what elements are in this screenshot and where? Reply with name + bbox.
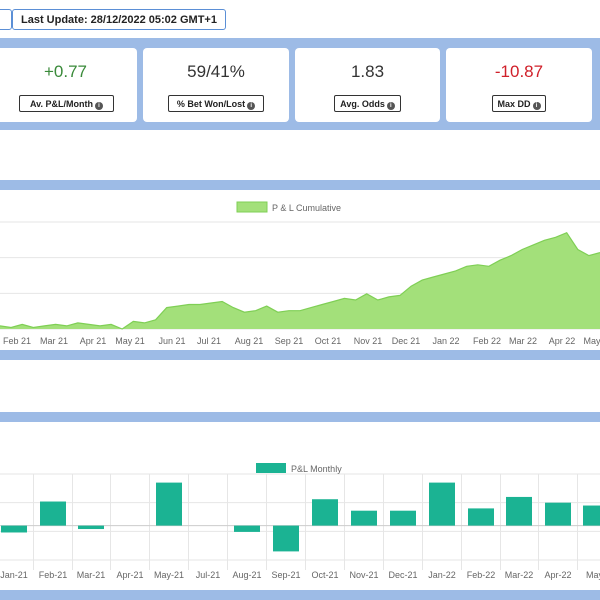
bar[interactable] — [1, 525, 27, 533]
kpi-label-maxdd-text: Max DD — [497, 99, 531, 109]
kpi-value-odds: 1.83 — [350, 62, 385, 81]
x-tick-label: Apr 21 — [80, 336, 107, 346]
bar[interactable] — [156, 482, 182, 526]
bar[interactable] — [429, 482, 455, 526]
kpi-card-pl: +0.77 Av. P&L/Month i — [0, 48, 137, 122]
chart-legend[interactable]: P&L Monthly — [256, 463, 342, 474]
x-tick-label: Nov 21 — [354, 336, 383, 346]
info-circle-icon[interactable]: i — [95, 102, 103, 110]
area-series — [0, 232, 600, 329]
spacer-panel-2 — [0, 360, 600, 412]
x-tick-label: Feb-22 — [467, 570, 496, 580]
kpi-label-pl[interactable]: Av. P&L/Month i — [19, 95, 114, 112]
x-tick-label: Apr-22 — [544, 570, 571, 580]
info-circle-icon[interactable]: i — [386, 102, 395, 110]
kpi-value-pl: +0.77 — [43, 62, 87, 81]
spacer-panel — [0, 130, 600, 180]
x-tick-label: Sep-21 — [271, 570, 300, 580]
cumulative-chart: P & L Cumulative Feb 21 Mar 21 Apr 21 May 21… — [0, 201, 600, 346]
monthly-chart: P&L Monthly Jan-21 Feb-21 Mar-21 Apr-21 May-2… — [0, 463, 600, 580]
info-circle-icon[interactable]: i — [247, 102, 256, 110]
x-tick-label: Mar 22 — [509, 336, 537, 346]
x-tick-label: Feb 22 — [473, 336, 501, 346]
bar[interactable] — [312, 499, 338, 526]
x-tick-label: Oct 21 — [315, 336, 342, 346]
kpi-label-maxdd[interactable]: Max DD i — [492, 95, 546, 112]
x-tick-label: Sep 21 — [275, 336, 304, 346]
x-tick-label: Mar 21 — [40, 336, 68, 346]
section-divider-4 — [0, 590, 600, 600]
x-tick-label: Jul 21 — [197, 336, 221, 346]
x-tick-label: Dec-21 — [388, 570, 417, 580]
bar[interactable] — [40, 501, 66, 526]
kpi-label-odds-text: Avg. Odds — [340, 99, 385, 109]
kpi-card-maxdd: -10.87 Max DD i — [446, 48, 592, 122]
kpi-value-winrate: 59/41% — [187, 62, 245, 81]
kpi-value-maxdd: -10.87 — [494, 62, 544, 81]
x-tick-label: May-21 — [154, 570, 184, 580]
bar[interactable] — [273, 525, 299, 552]
bar[interactable] — [506, 496, 532, 526]
x-tick-label: Jun 21 — [158, 336, 185, 346]
legend-label: P & L Cumulative — [272, 203, 341, 213]
x-tick-label: Jan 22 — [432, 336, 459, 346]
bar[interactable] — [468, 508, 494, 526]
x-tick-label: Mar-21 — [77, 570, 106, 580]
bar[interactable] — [583, 505, 600, 526]
top-bar: Last Update: 28/12/2022 05:02 GMT+1 — [0, 0, 600, 38]
kpi-band: +0.77 Av. P&L/Month i 59/41% % Bet Won/Lo… — [0, 38, 600, 130]
x-tick-label: Feb 21 — [3, 336, 31, 346]
kpi-label-pl-text: Av. P&L/Month — [30, 99, 93, 109]
area-line — [0, 231, 600, 330]
back-button[interactable] — [0, 9, 12, 30]
x-tick-label: Nov-21 — [349, 570, 378, 580]
bar[interactable] — [390, 510, 416, 526]
monthly-chart-panel: P&L Monthly Jan-21 Feb-21 Mar-21 Apr-21 May-2… — [0, 422, 600, 590]
chart-legend[interactable]: P & L Cumulative — [236, 201, 341, 213]
legend-label: P&L Monthly — [291, 464, 342, 474]
section-divider-2 — [0, 350, 600, 360]
section-divider-1 — [0, 180, 600, 190]
bar[interactable] — [545, 502, 571, 526]
x-tick-label: Feb-21 — [39, 570, 68, 580]
kpi-label-odds[interactable]: Avg. Odds i — [334, 95, 401, 112]
x-tick-label: Apr-21 — [116, 570, 143, 580]
x-tick-label: May — [583, 336, 600, 346]
x-tick-label: May 21 — [115, 336, 145, 346]
kpi-card-odds: 1.83 Avg. Odds i — [295, 48, 440, 122]
x-tick-label: Oct-21 — [311, 570, 338, 580]
bar[interactable] — [234, 525, 260, 532]
x-tick-label: Aug 21 — [235, 336, 264, 346]
legend-swatch — [236, 201, 268, 213]
last-update-badge: Last Update: 28/12/2022 05:02 GMT+1 — [12, 9, 226, 30]
cumulative-chart-panel: P & L Cumulative Feb 21 Mar 21 Apr 21 May 21… — [0, 190, 600, 350]
kpi-label-winrate-text: % Bet Won/Lost — [176, 99, 246, 109]
bar[interactable] — [78, 525, 104, 530]
bar[interactable] — [351, 510, 377, 526]
section-divider-3 — [0, 412, 600, 422]
x-tick-label: May- — [586, 570, 600, 580]
x-tick-label: Apr 22 — [549, 336, 576, 346]
kpi-card-winrate: 59/41% % Bet Won/Lost i — [143, 48, 289, 122]
x-tick-label: Jul-21 — [196, 570, 221, 580]
legend-swatch — [256, 463, 286, 473]
x-tick-label: Mar-22 — [505, 570, 534, 580]
x-tick-label: Jan-22 — [428, 570, 456, 580]
x-tick-label: Dec 21 — [392, 336, 421, 346]
x-tick-label: Jan-21 — [0, 570, 28, 580]
info-circle-icon[interactable]: i — [532, 102, 541, 110]
kpi-label-winrate[interactable]: % Bet Won/Lost i — [168, 95, 264, 112]
x-tick-label: Aug-21 — [232, 570, 261, 580]
